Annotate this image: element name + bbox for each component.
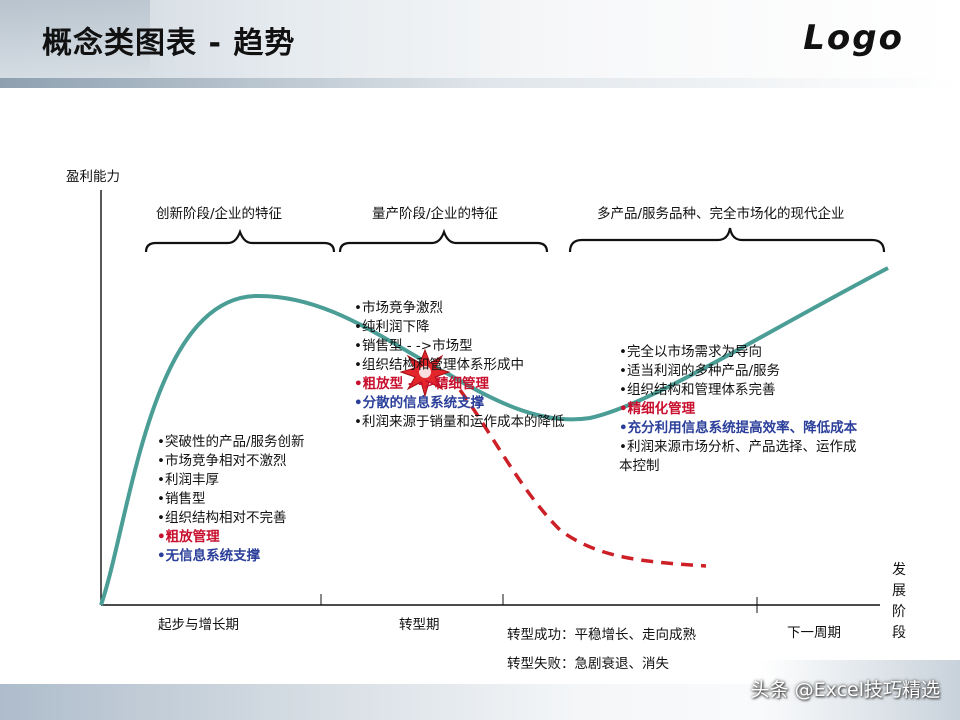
x-stage-label-2: 转型期 [399,617,440,633]
list-item: •组织结构和管理体系形成中 [354,357,524,373]
list-item: 本控制 [619,458,660,474]
failure-curve [458,388,707,568]
list-item: •组织结构相对不完善 [157,510,287,526]
phase-header-2: 量产阶段/企业的特征 [372,206,499,222]
phase-header-3: 多产品/服务品种、完全市场化的现代企业 [597,206,845,222]
list-item: •分散的信息系统支撑 [354,395,485,411]
list-item: •粗放管理 [157,529,220,545]
list-item: •精细化管理 [619,401,696,417]
list-item: •利润来源市场分析、产品选择、运作成 [619,439,857,455]
list-item: •销售型 - ->市场型 [354,338,473,354]
list-item: •销售型 [157,491,206,507]
x-axis-label-text: 发展阶段 [892,562,906,641]
logo: Logo [803,18,904,58]
brace-stage-2 [338,228,549,253]
list-item: •纯利润下降 [354,319,430,335]
x-stage-label-1: 起步与增长期 [158,617,239,633]
list-item: •充分利用信息系统提高效率、降低成本 [619,420,858,436]
header-rule [0,78,960,88]
x-stage-label-3: 下一周期 [787,625,841,641]
stage3-points: •完全以市场需求为导向 •适当利润的多种产品/服务 •组织结构和管理体系完善 •… [619,343,857,476]
outcome-failure: 转型失败：急剧衰退、消失 [507,656,669,672]
list-item: •利润丰厚 [157,472,219,488]
list-item: •利润来源于销量和运作成本的降低 [354,414,565,430]
brace-stage-3 [568,227,886,253]
stage1-points: •突破性的产品/服务创新 •市场竞争相对不激烈 •利润丰厚 •销售型 •组织结构… [157,433,305,566]
outcome-success: 转型成功：平稳增长、走向成熟 [507,627,696,643]
list-item: •粗放型 - ->精细管理 [354,376,490,392]
footer-photo [760,660,960,720]
list-item: •无信息系统支撑 [157,548,261,564]
list-item: •突破性的产品/服务创新 [157,434,305,450]
list-item: •组织结构和管理体系完善 [619,382,776,398]
brace-stage-1 [144,228,336,253]
phase-header-1: 创新阶段/企业的特征 [156,206,283,222]
list-item: •市场竞争相对不激烈 [157,453,287,469]
transition-burst-icon [399,348,451,398]
list-item: •完全以市场需求为导向 [619,344,762,360]
page-title: 概念类图表 - 趋势 [42,26,296,61]
list-item: •市场竞争激烈 [354,300,443,316]
stage2-points: •市场竞争激烈 •纯利润下降 •销售型 - ->市场型 •组织结构和管理体系形成… [354,299,564,432]
list-item: •适当利润的多种产品/服务 [619,363,781,379]
header-band [0,0,960,78]
watermark: 头条 @Excel技巧精选 [750,679,940,701]
header-photo [0,0,150,78]
y-axis-label: 盈利能力 [66,169,120,185]
x-axis-label: 发展阶段 [891,560,907,644]
